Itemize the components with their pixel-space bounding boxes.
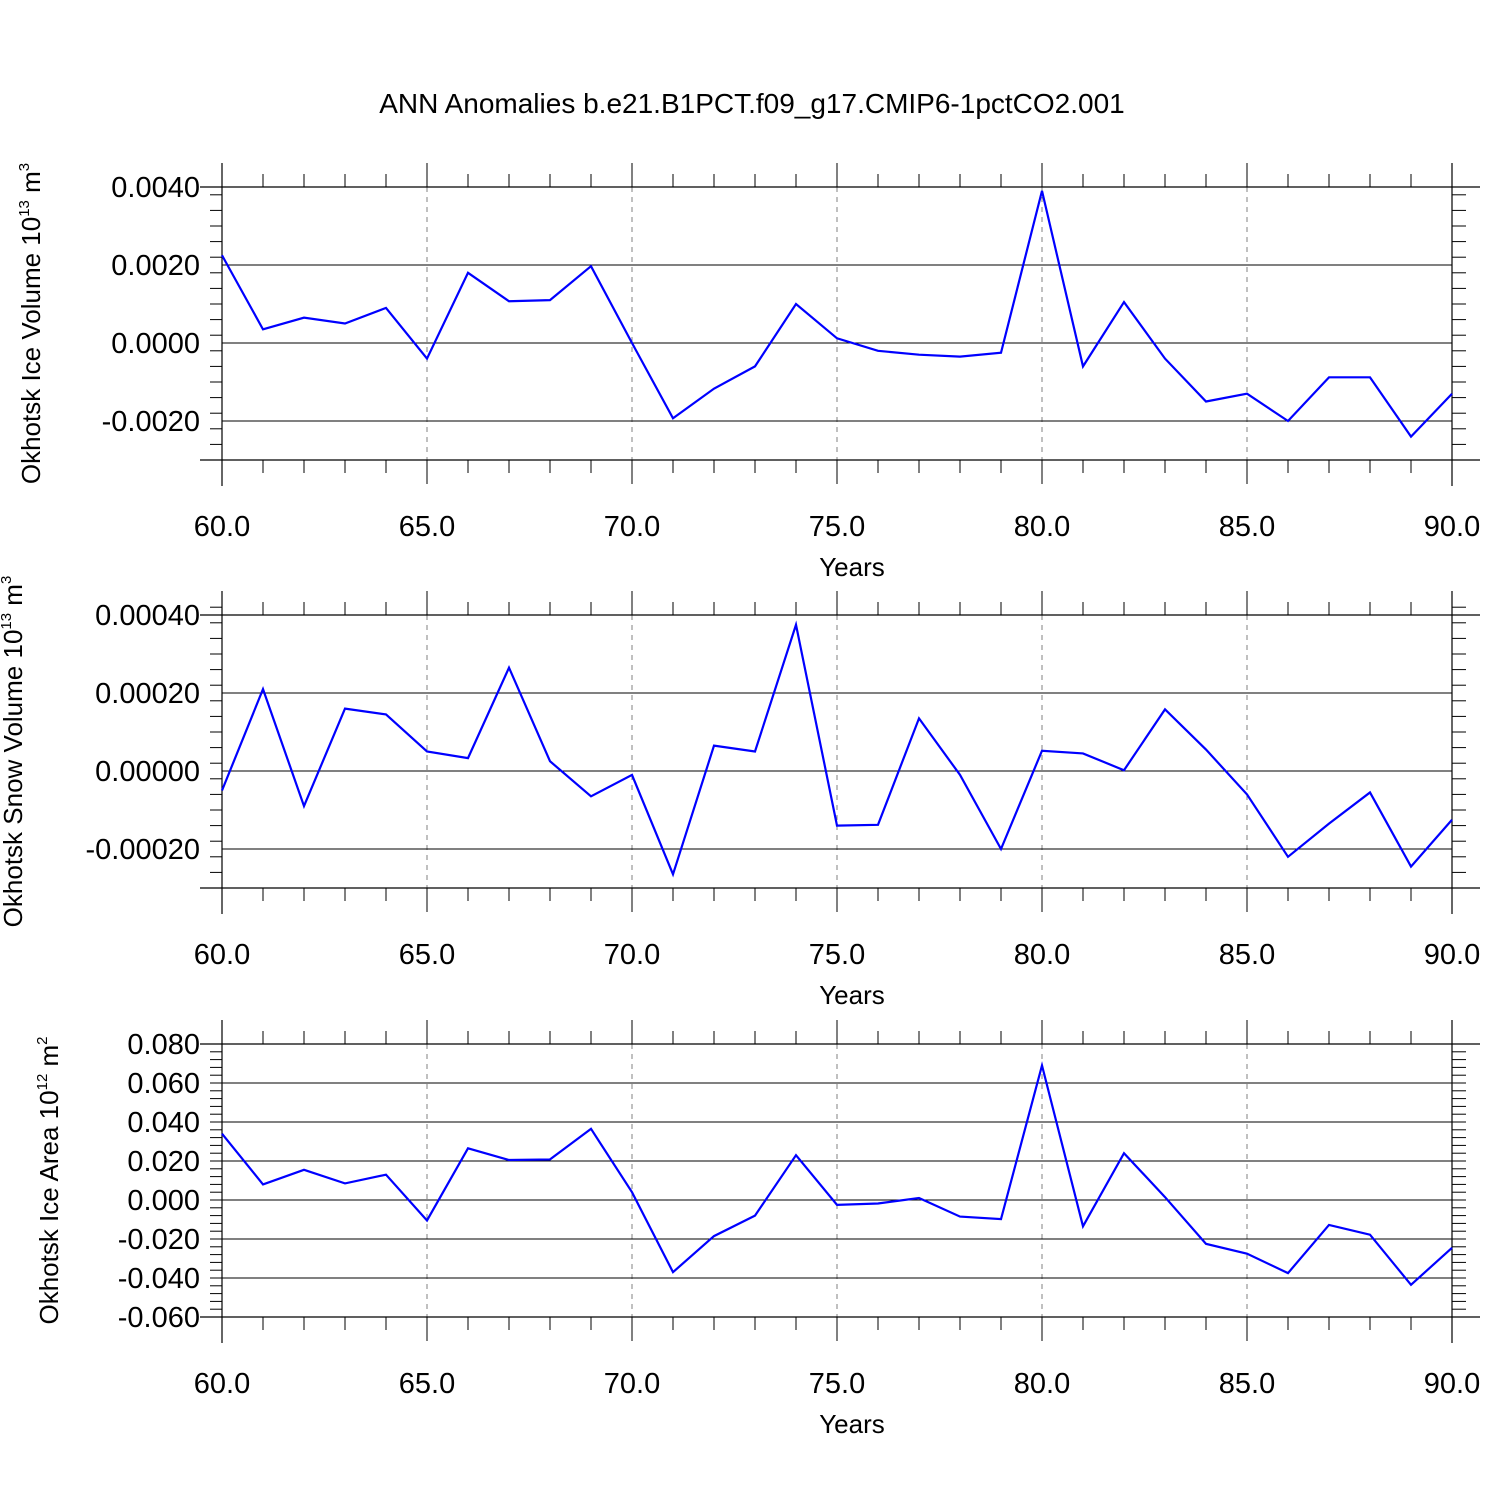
- x-tick-label: 90.0: [1424, 1368, 1480, 1400]
- x-tick-label: 75.0: [809, 1368, 865, 1400]
- y-tick-label: -0.00020: [86, 834, 201, 866]
- x-axis-title: Years: [819, 980, 885, 1010]
- y-tick-label: 0.000: [127, 1185, 200, 1217]
- x-tick-label: 85.0: [1219, 511, 1275, 543]
- x-tick-label: 70.0: [604, 939, 660, 971]
- y-axis-title: Okhotsk Snow Volume 1013 m3: [0, 576, 28, 928]
- x-tick-label: 60.0: [194, 939, 250, 971]
- x-axis-title: Years: [819, 1409, 885, 1439]
- y-tick-label: 0.0020: [111, 250, 200, 282]
- y-tick-label: 0.00000: [95, 756, 200, 788]
- x-tick-label: 65.0: [399, 1368, 455, 1400]
- x-tick-label: 75.0: [809, 511, 865, 543]
- y-tick-label: 0.040: [127, 1107, 200, 1139]
- y-tick-label: -0.040: [118, 1263, 200, 1295]
- x-tick-label: 90.0: [1424, 511, 1480, 543]
- x-tick-label: 80.0: [1014, 1368, 1070, 1400]
- panel-ice-volume: 0.0040 0.0020 0.0000 -0.0020 60.0 65.0 70.0 75.…: [16, 163, 1480, 582]
- x-tick-label: 90.0: [1424, 939, 1480, 971]
- chart-title: ANN Anomalies b.e21.B1PCT.f09_g17.CMIP6-…: [379, 88, 1125, 119]
- x-tick-label: 70.0: [604, 1368, 660, 1400]
- x-tick-label: 85.0: [1219, 939, 1275, 971]
- x-tick-label: 70.0: [604, 511, 660, 543]
- x-tick-label: 80.0: [1014, 939, 1070, 971]
- x-tick-label: 85.0: [1219, 1368, 1275, 1400]
- y-tick-label: 0.0040: [111, 172, 200, 204]
- x-axis-title: Years: [819, 552, 885, 582]
- y-tick-label: 0.00020: [95, 678, 200, 710]
- x-tick-label: 65.0: [399, 511, 455, 543]
- y-tick-label: -0.020: [118, 1224, 200, 1256]
- x-tick-label: 75.0: [809, 939, 865, 971]
- y-tick-label: -0.0020: [102, 406, 200, 438]
- y-tick-label: 0.080: [127, 1029, 200, 1061]
- y-tick-label: -0.060: [118, 1302, 200, 1334]
- panel-ice-area: 0.080 0.060 0.040 0.020 0.000 -0.020 -0.040 -0.…: [34, 1020, 1480, 1439]
- x-tick-label: 60.0: [194, 511, 250, 543]
- y-tick-label: 0.020: [127, 1146, 200, 1178]
- x-tick-label: 80.0: [1014, 511, 1070, 543]
- x-tick-label: 65.0: [399, 939, 455, 971]
- y-axis-title: Okhotsk Ice Area 1012 m2: [34, 1036, 64, 1324]
- y-tick-label: 0.060: [127, 1068, 200, 1100]
- panel-snow-volume: 0.00040 0.00020 0.00000 -0.00020 60.0 65.0 70.…: [0, 576, 1480, 1010]
- y-axis-title: Okhotsk Ice Volume 1013 m3: [16, 163, 46, 484]
- y-tick-label: 0.00040: [95, 600, 200, 632]
- x-tick-label: 60.0: [194, 1368, 250, 1400]
- y-tick-label: 0.0000: [111, 328, 200, 360]
